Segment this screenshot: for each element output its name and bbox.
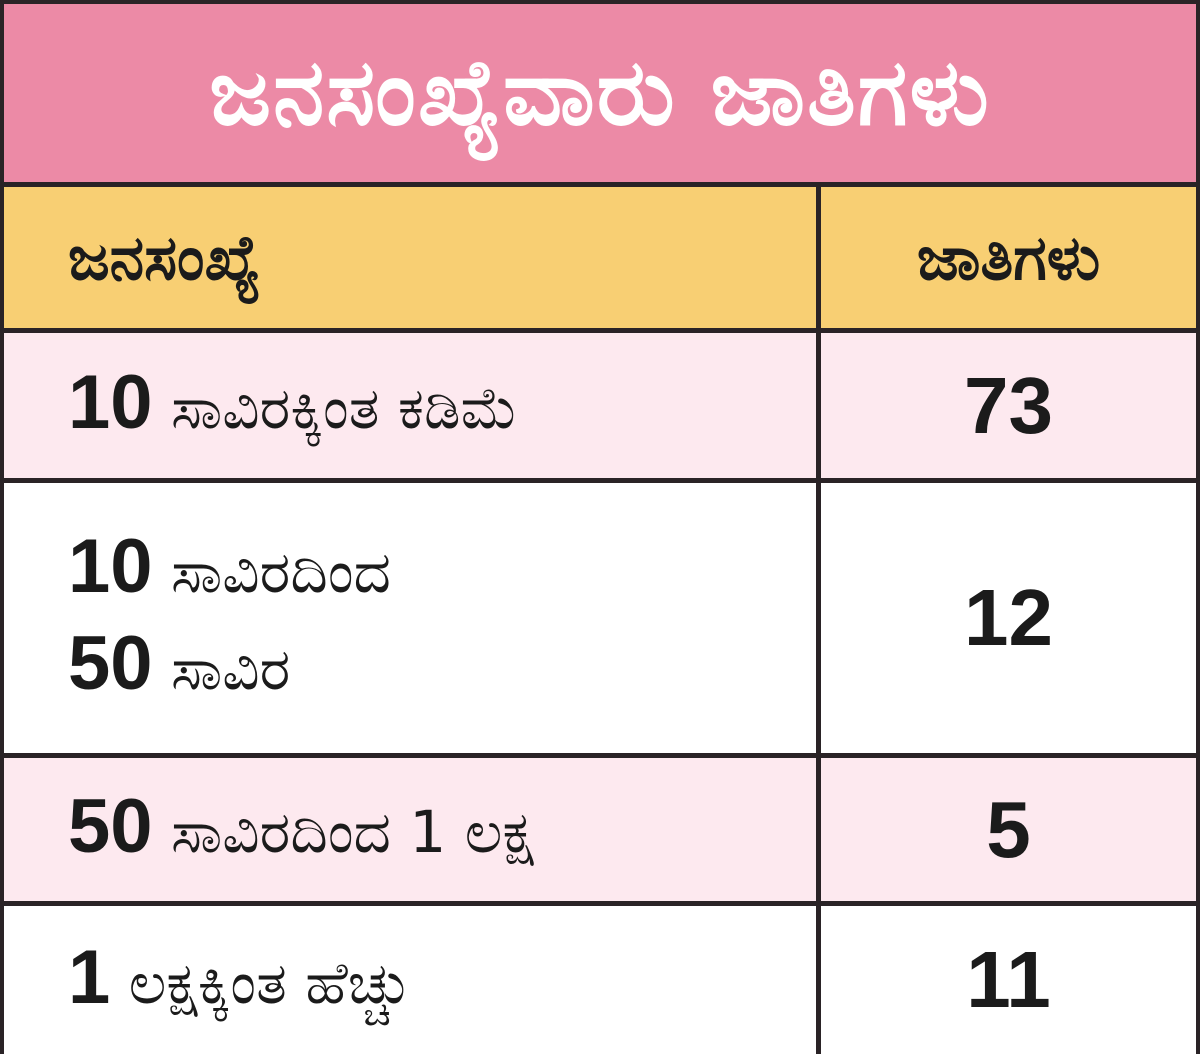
range-text: ಸಾವಿರಕ್ಕಿಂತ ಕಡಿಮೆ	[152, 374, 518, 442]
header-cell-castes: ಜಾತಿಗಳು	[821, 187, 1196, 328]
table-row: 1 ಲಕ್ಷಕ್ಕಿಂತ ಹೆಚ್ಚು 11	[4, 906, 1196, 1054]
population-range-line: 50 ಸಾವಿರ	[68, 618, 816, 715]
caste-count: 5	[986, 784, 1031, 874]
range-number: 50	[68, 621, 153, 706]
population-range-cell: 10 ಸಾವಿರದಿಂದ 50 ಸಾವಿರ	[4, 483, 821, 753]
range-number: 50	[68, 784, 153, 869]
population-range-cell: 10 ಸಾವಿರಕ್ಕಿಂತ ಕಡಿಮೆ	[4, 333, 821, 478]
range-number: 1	[68, 934, 111, 1020]
range-text: ಲಕ್ಷಕ್ಕಿಂತ ಹೆಚ್ಚು	[110, 948, 412, 1017]
caste-count-cell: 11	[821, 906, 1196, 1054]
table-title: ಜನಸಂಖ್ಯೆವಾರು ಜಾತಿಗಳು	[209, 38, 991, 146]
population-range-line: 10 ಸಾವಿರಕ್ಕಿಂತ ಕಡಿಮೆ	[68, 357, 816, 454]
table-row: 10 ಸಾವಿರದಿಂದ 50 ಸಾವಿರ 12	[4, 483, 1196, 758]
table-row: 50 ಸಾವಿರದಿಂದ 1 ಲಕ್ಷ 5	[4, 758, 1196, 906]
range-text: ಸಾವಿರ	[152, 635, 291, 703]
population-range-cell: 50 ಸಾವಿರದಿಂದ 1 ಲಕ್ಷ	[4, 758, 821, 901]
title-bar: ಜನಸಂಖ್ಯೆವಾರು ಜಾತಿಗಳು	[4, 4, 1196, 187]
range-number: 10	[68, 524, 153, 609]
population-range-cell: 1 ಲಕ್ಷಕ್ಕಿಂತ ಹೆಚ್ಚು	[4, 906, 821, 1054]
caste-count-cell: 12	[821, 483, 1196, 753]
range-text: ಸಾವಿರದಿಂದ	[152, 538, 391, 606]
table-row: 10 ಸಾವಿರಕ್ಕಿಂತ ಕಡಿಮೆ 73	[4, 333, 1196, 483]
header-population-label: ಜನಸಂಖ್ಯೆ	[68, 220, 261, 294]
range-text: ಸಾವಿರದಿಂದ 1 ಲಕ್ಷ	[152, 798, 534, 866]
header-castes-label: ಜಾತಿಗಳು	[916, 220, 1101, 294]
caste-count: 11	[966, 935, 1051, 1024]
population-range-line: 10 ಸಾವಿರದಿಂದ	[68, 521, 816, 618]
range-number: 10	[68, 360, 153, 445]
header-cell-population: ಜನಸಂಖ್ಯೆ	[4, 187, 821, 328]
caste-count: 73	[964, 360, 1053, 450]
caste-count-cell: 5	[821, 758, 1196, 901]
population-range-line: 1 ಲಕ್ಷಕ್ಕಿಂತ ಹೆಚ್ಚು	[68, 932, 816, 1029]
caste-count-cell: 73	[821, 333, 1196, 478]
population-range-line: 50 ಸಾವಿರದಿಂದ 1 ಲಕ್ಷ	[68, 781, 816, 878]
table-header-row: ಜನಸಂಖ್ಯೆ ಜಾತಿಗಳು	[4, 187, 1196, 333]
caste-count: 12	[964, 573, 1053, 662]
